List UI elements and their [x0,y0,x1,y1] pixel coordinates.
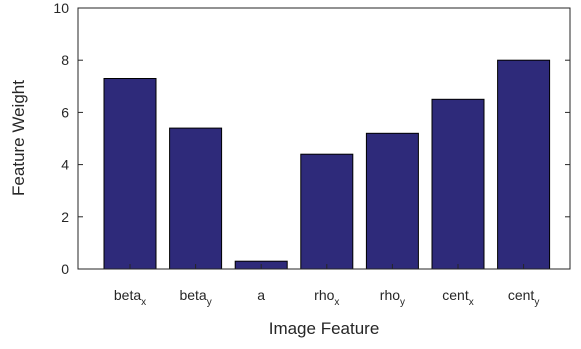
x-tick-label-1: betay [179,287,211,308]
x-tick-label-4: rhoy [380,287,405,308]
x-tick-label-sub-4: y [400,297,405,308]
x-tick-label-base-4: rho [380,287,400,303]
bar-1 [169,127,223,270]
bar-0 [103,78,157,270]
x-tick-label-base-2: a [257,287,265,303]
x-tick-label-sub-5: x [469,297,474,308]
x-tick-label-sub-1: y [207,297,212,308]
x-axis: betax betay a rhox rhoy centx centy [114,264,539,308]
bar-4 [365,132,419,270]
y-tick-label-2: 4 [61,157,69,173]
x-tick-label-sub-0: x [141,297,146,308]
y-tick-label-4: 8 [61,52,69,68]
bars [103,59,551,270]
x-tick-label-sub-3: x [334,297,339,308]
x-tick-label-base-1: beta [179,287,206,303]
plot-frame [77,7,571,270]
y-tick-label-3: 6 [61,104,69,120]
x-tick-label-0: betax [114,287,146,308]
bar-6 [497,59,551,270]
x-tick-label-base-0: beta [114,287,141,303]
y-axis-title: Feature Weight [9,80,28,196]
bar-5 [431,98,485,270]
x-tick-label-5: centx [442,287,473,308]
x-tick-label-base-6: cent [508,287,535,303]
x-tick-label-base-5: cent [442,287,469,303]
y-tick-label-1: 2 [61,209,69,225]
x-axis-title: Image Feature [269,319,380,338]
y-axis: 0 2 4 6 8 10 [53,0,570,277]
x-tick-label-6: centy [508,287,539,308]
x-tick-label-base-3: rho [314,287,334,303]
x-tick-label-sub-6: y [534,297,539,308]
y-tick-label-0: 0 [61,261,69,277]
bar-3 [300,153,354,270]
y-tick-label-5: 10 [53,0,69,16]
x-tick-label-2: a [257,287,265,303]
x-tick-label-3: rhox [314,287,339,308]
